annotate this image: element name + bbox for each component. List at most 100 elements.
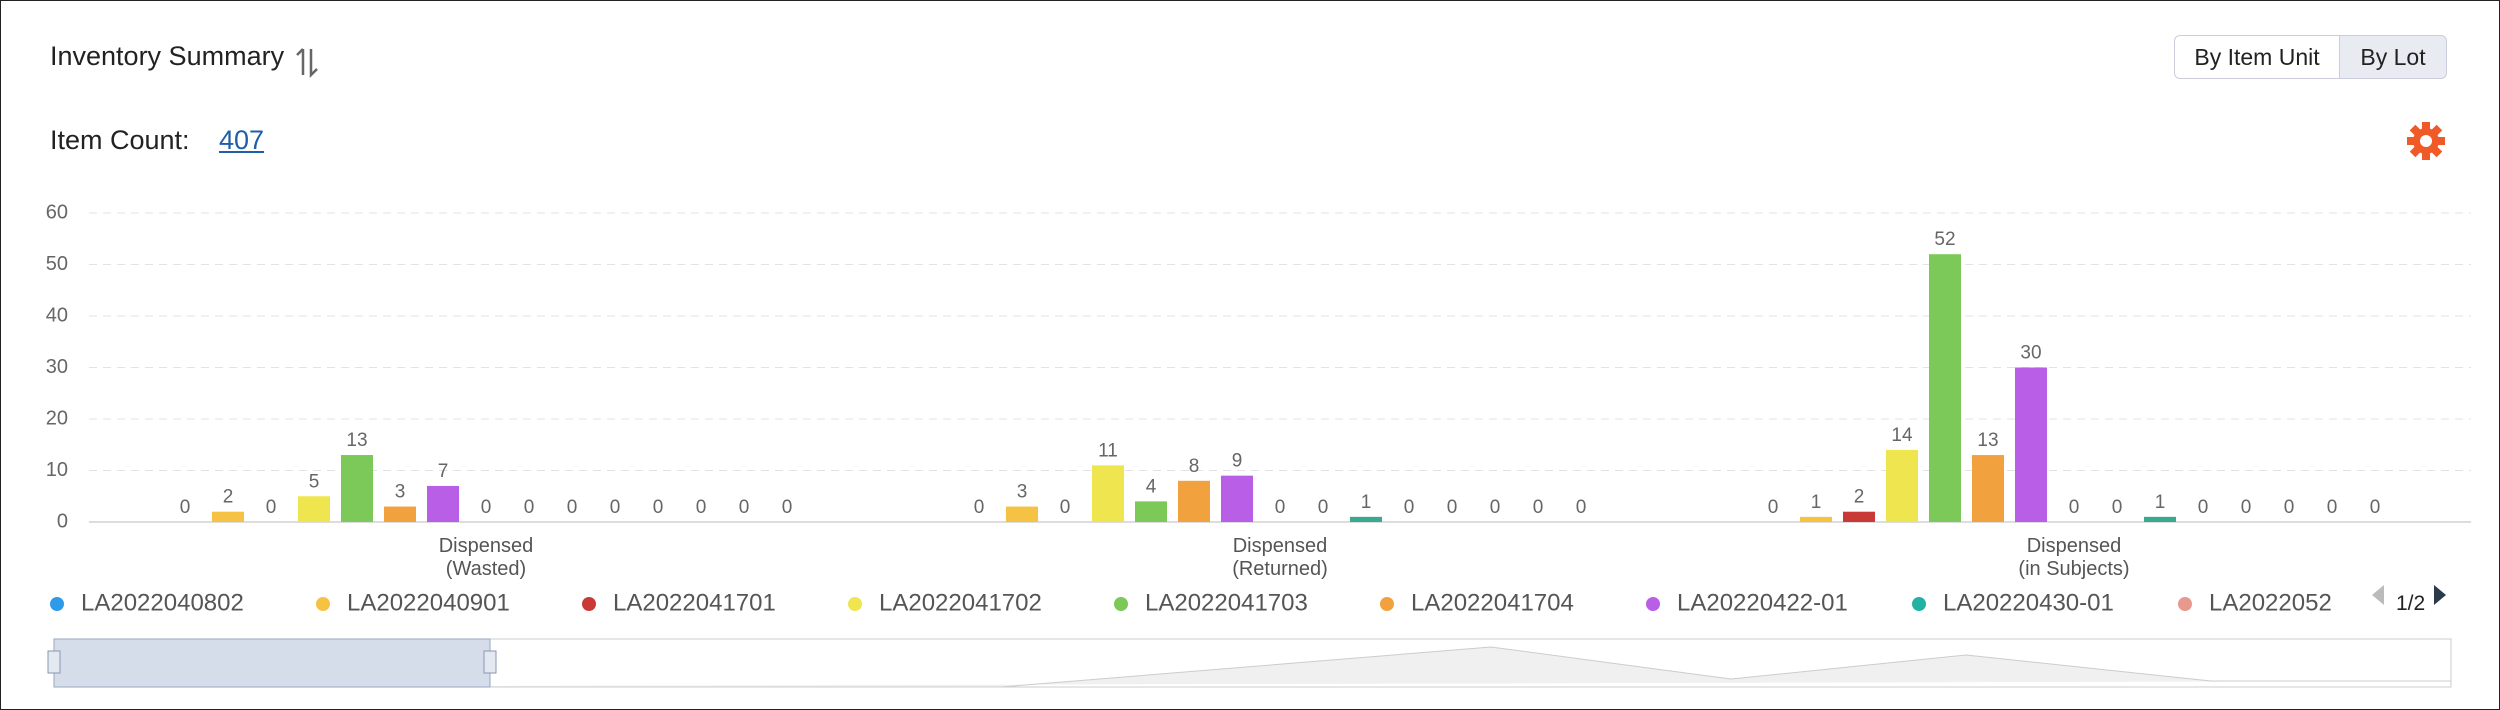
legend-label[interactable]: LA2022041703: [1145, 589, 1308, 616]
legend-label[interactable]: LA2022041702: [879, 589, 1042, 616]
legend-marker[interactable]: [316, 597, 330, 611]
value-label: 0: [2069, 497, 2080, 518]
value-label: 0: [610, 497, 621, 518]
legend-label[interactable]: LA2022041704: [1411, 589, 1574, 616]
value-label: 0: [2284, 497, 2295, 518]
value-label: 0: [524, 497, 535, 518]
legend-marker[interactable]: [582, 597, 596, 611]
value-label: 3: [1017, 482, 1028, 503]
zoom-slider[interactable]: [47, 638, 2452, 688]
bar: [1135, 501, 1167, 522]
item-count-link[interactable]: 407: [219, 125, 265, 155]
value-label: 9: [1232, 451, 1243, 472]
legend-label[interactable]: LA2022040802: [81, 589, 244, 616]
value-label: 0: [1447, 497, 1458, 518]
y-tick-label: 20: [46, 407, 68, 429]
toggle-button[interactable]: By Item Unit: [2174, 35, 2340, 79]
legend-label[interactable]: LA2022052: [2209, 589, 2332, 616]
value-label: 0: [1490, 497, 1501, 518]
value-label: 13: [346, 430, 367, 451]
y-tick-label: 30: [46, 356, 68, 378]
y-tick-label: 60: [46, 201, 68, 223]
x-tick-label: Dispensed (Wasted): [438, 535, 534, 580]
bar: [1178, 480, 1210, 522]
value-label: 5: [309, 471, 320, 492]
x-tick-label: Dispensed (Returned): [1232, 535, 1328, 580]
value-label: 14: [1891, 425, 1913, 446]
value-label: 0: [1533, 497, 1544, 518]
value-label: 52: [1934, 229, 1955, 250]
value-label: 8: [1189, 456, 1200, 477]
value-label: 4: [1146, 476, 1157, 497]
value-label: 0: [696, 497, 707, 518]
legend-label[interactable]: LA20220430-01: [1943, 589, 2114, 616]
legend-marker[interactable]: [2178, 597, 2192, 611]
y-tick-label: 50: [46, 253, 68, 275]
legend-marker[interactable]: [1912, 597, 1926, 611]
value-label: 13: [1977, 430, 1998, 451]
value-label: 0: [2327, 497, 2338, 518]
bar: [1221, 475, 1253, 522]
legend-marker[interactable]: [1380, 597, 1394, 611]
bar: [341, 455, 373, 522]
bar: [1843, 511, 1875, 522]
bar: [1972, 455, 2004, 522]
settings-icon[interactable]: [2407, 122, 2445, 160]
value-label: 3: [395, 482, 406, 503]
value-label: 0: [2370, 497, 2381, 518]
value-label: 0: [2241, 497, 2252, 518]
value-label: 0: [653, 497, 664, 518]
value-label: 0: [1404, 497, 1415, 518]
bar: [1006, 506, 1038, 522]
bar: [1886, 449, 1918, 522]
legend-label[interactable]: LA2022041701: [613, 589, 776, 616]
bar: [384, 506, 416, 522]
legend-marker[interactable]: [848, 597, 862, 611]
legend-next[interactable]: [2434, 585, 2446, 605]
item-count-label: Item Count:: [50, 125, 190, 155]
legend-label[interactable]: LA20220422-01: [1677, 589, 1848, 616]
toggle-button[interactable]: By Lot: [2339, 35, 2447, 79]
y-tick-label: 40: [46, 304, 68, 326]
value-label: 0: [180, 497, 191, 518]
value-label: 0: [739, 497, 750, 518]
value-label: 0: [1060, 497, 1071, 518]
value-label: 2: [1854, 487, 1865, 508]
bar: [1800, 516, 1832, 522]
value-label: 11: [1098, 440, 1118, 461]
bar: [427, 485, 459, 522]
value-label: 0: [266, 497, 277, 518]
value-label: 0: [481, 497, 492, 518]
bar: [1350, 516, 1382, 522]
value-label: 0: [2198, 497, 2209, 518]
bar: [298, 496, 330, 522]
value-label: 1: [1361, 492, 1372, 513]
legend-label[interactable]: LA2022040901: [347, 589, 510, 616]
value-label: 0: [1318, 497, 1329, 518]
bar: [1929, 254, 1961, 522]
legend-page: 1/2: [2396, 592, 2426, 615]
value-label: 0: [1768, 497, 1779, 518]
title: Inventory Summary: [50, 41, 285, 71]
bar: [2144, 516, 2176, 522]
bar: [2015, 367, 2047, 522]
legend-prev[interactable]: [2372, 585, 2384, 605]
value-label: 7: [438, 461, 449, 482]
value-label: 1: [1811, 492, 1822, 513]
bar: [1092, 465, 1124, 522]
value-label: 1: [2155, 492, 2166, 513]
sort-icon[interactable]: [296, 48, 318, 79]
value-label: 0: [974, 497, 985, 518]
legend-marker[interactable]: [50, 597, 64, 611]
legend-marker[interactable]: [1646, 597, 1660, 611]
legend-marker[interactable]: [1114, 597, 1128, 611]
y-tick-label: 0: [57, 510, 68, 532]
value-label: 0: [1275, 497, 1286, 518]
y-tick-label: 10: [46, 459, 68, 481]
value-label: 0: [1576, 497, 1587, 518]
bar: [212, 511, 244, 522]
value-label: 0: [567, 497, 578, 518]
x-tick-label: Dispensed (in Subjects): [2018, 535, 2130, 580]
